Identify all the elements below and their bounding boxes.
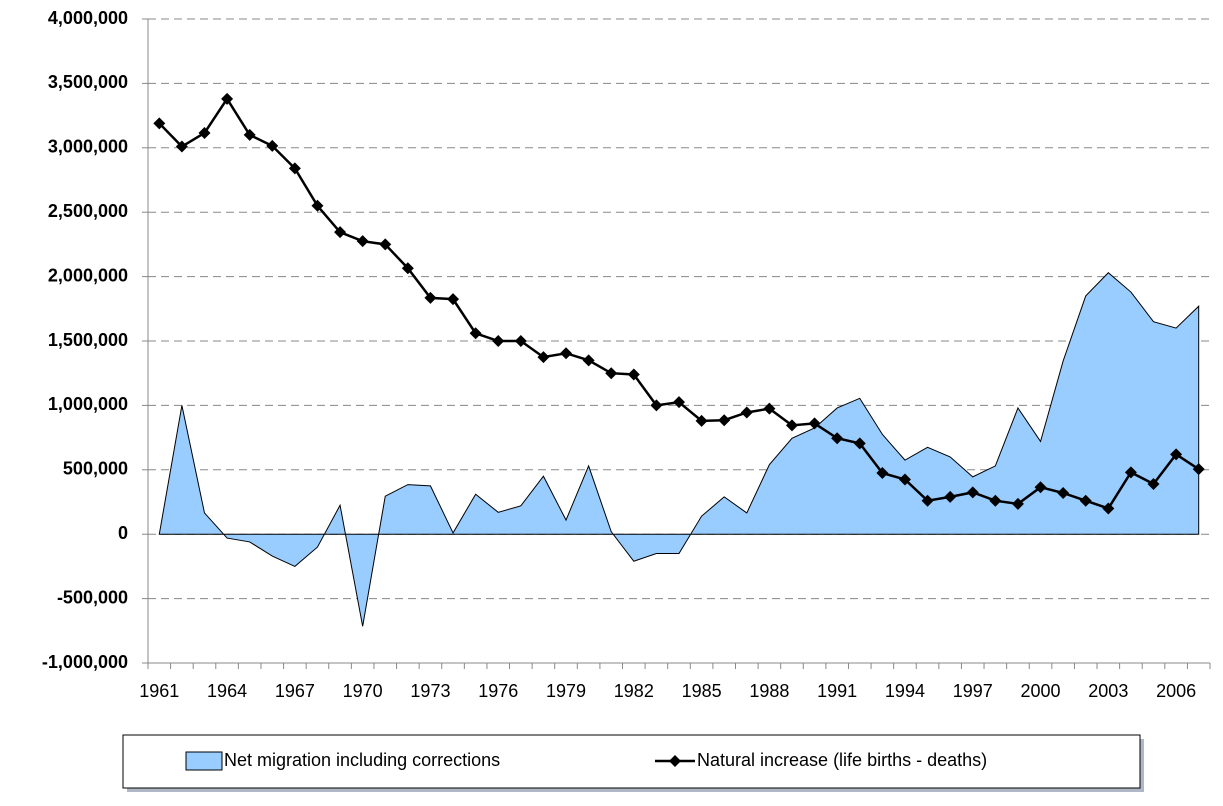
marker <box>740 406 753 419</box>
marker <box>266 139 279 152</box>
marker <box>695 414 708 427</box>
y-tick-label: 3,000,000 <box>48 137 128 157</box>
marker <box>605 367 618 380</box>
y-tick-label: 4,000,000 <box>48 8 128 28</box>
y-tick-label: -1,000,000 <box>42 652 128 672</box>
x-tick-label: 1967 <box>275 681 315 701</box>
marker <box>808 417 821 430</box>
marker <box>1124 466 1137 479</box>
marker <box>718 414 731 427</box>
x-tick-label: 1964 <box>207 681 247 701</box>
x-tick-label: 1994 <box>885 681 925 701</box>
marker <box>1102 502 1115 515</box>
marker <box>921 494 934 507</box>
marker <box>514 335 527 347</box>
y-tick-label: 0 <box>118 523 128 543</box>
marker <box>1057 486 1070 499</box>
x-tick-label: 2000 <box>1021 681 1061 701</box>
legend <box>122 734 1141 789</box>
y-tick-label: -500,000 <box>57 587 128 607</box>
marker <box>785 419 798 432</box>
marker <box>1011 497 1024 510</box>
x-tick-label: 1991 <box>817 681 857 701</box>
marker <box>853 437 866 450</box>
marker <box>582 354 595 367</box>
x-tick-label: 1979 <box>546 681 586 701</box>
marker <box>492 335 505 347</box>
marker <box>966 486 979 499</box>
x-tick-label: 2003 <box>1088 681 1128 701</box>
marker <box>356 235 369 248</box>
marker <box>1147 477 1160 490</box>
marker <box>243 128 256 141</box>
marker <box>198 126 211 139</box>
x-tick-label: 1973 <box>410 681 450 701</box>
marker <box>175 140 188 153</box>
marker <box>831 432 844 445</box>
x-tick-label: 1982 <box>614 681 654 701</box>
marker <box>898 473 911 486</box>
area <box>158 272 1200 627</box>
legend-swatch <box>669 755 681 767</box>
y-tick-label: 3,500,000 <box>48 72 128 92</box>
legend-swatch <box>185 751 223 771</box>
marker <box>876 467 889 480</box>
marker <box>763 402 776 415</box>
marker <box>673 396 685 409</box>
marker <box>379 238 392 251</box>
marker <box>447 293 460 306</box>
marker <box>153 117 166 130</box>
marker <box>424 291 437 304</box>
marker <box>1170 448 1183 461</box>
marker <box>537 351 550 364</box>
marker <box>650 399 663 412</box>
marker <box>221 92 234 105</box>
legend-label: Natural increase (life births - deaths) <box>697 750 987 770</box>
marker <box>989 494 1002 507</box>
marker <box>1034 481 1047 494</box>
marker <box>311 199 324 212</box>
y-tick-label: 1,500,000 <box>48 330 128 350</box>
marker <box>288 162 301 175</box>
x-tick-label: 1997 <box>953 681 993 701</box>
marker <box>1192 463 1205 476</box>
x-tick-label: 1976 <box>478 681 518 701</box>
legend-label: Net migration including corrections <box>224 750 500 770</box>
marker <box>1079 494 1092 507</box>
marker <box>401 262 414 275</box>
x-tick-label: 1961 <box>139 681 179 701</box>
marker <box>469 327 482 340</box>
y-tick-label: 2,500,000 <box>48 201 128 221</box>
y-tick-label: 1,000,000 <box>48 394 128 414</box>
marker <box>944 490 957 503</box>
x-tick-label: 1970 <box>343 681 383 701</box>
marker <box>334 226 347 239</box>
x-tick-label: 1985 <box>682 681 722 701</box>
y-tick-label: 2,000,000 <box>48 265 128 285</box>
x-tick-label: 2006 <box>1156 681 1196 701</box>
marker <box>627 368 640 381</box>
y-tick-label: 500,000 <box>63 459 128 479</box>
marker <box>560 347 573 360</box>
x-tick-label: 1988 <box>749 681 789 701</box>
